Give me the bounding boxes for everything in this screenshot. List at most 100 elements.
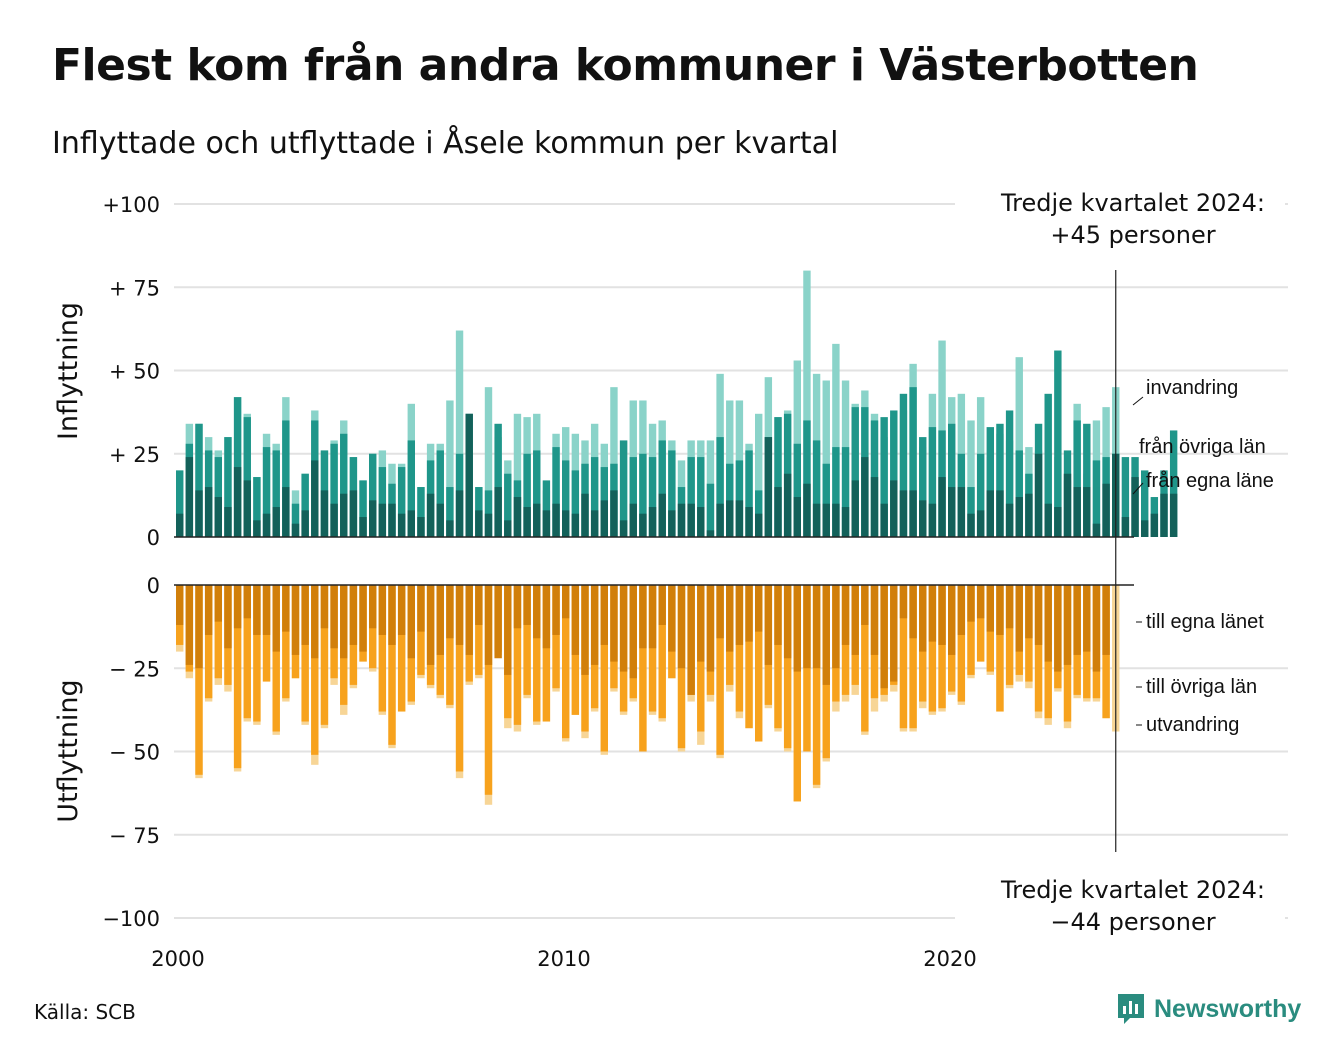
bar-in-other: [658, 440, 666, 537]
bar-in-own: [755, 513, 763, 537]
y-tick-label: − 50: [109, 741, 160, 765]
bar-in-other: [668, 450, 676, 537]
bar-in-own: [262, 513, 271, 537]
bar-out-own: [1015, 585, 1023, 652]
annotation-bg-bottom: [955, 872, 1285, 938]
bar-in-own: [282, 487, 290, 537]
bar-out-own: [465, 585, 473, 655]
source-note: Källa: SCB: [34, 1000, 136, 1024]
bar-in-own: [822, 503, 830, 537]
bar-in-other: [436, 450, 444, 537]
bar-in-imm: [455, 330, 464, 537]
bar-out-own: [1102, 585, 1110, 655]
bar-out-own: [716, 585, 724, 639]
label-leader: [1132, 396, 1144, 406]
bar-in-own: [803, 483, 811, 537]
bar-in-own: [484, 513, 493, 537]
bar-in-own: [455, 490, 464, 537]
bar-in-own: [600, 500, 608, 537]
bar-out-other: [233, 585, 242, 769]
bar-in-own: [812, 503, 821, 537]
brand-logo: Newsworthy: [1116, 992, 1301, 1026]
annotation-top-line1: Tredje kvartalet 2024:: [1000, 189, 1265, 217]
bar-out-own: [185, 585, 194, 665]
bar-out-own: [841, 585, 850, 645]
bar-in-other: [648, 457, 657, 537]
bar-in-other: [1015, 450, 1023, 537]
bar-in-own: [697, 507, 705, 537]
bar-out-own: [1025, 585, 1033, 639]
bar-out-other: [783, 585, 792, 749]
bar-out-other: [861, 585, 869, 732]
bar-out-other: [967, 585, 975, 675]
bar-in-other: [272, 450, 280, 537]
bar-out-own: [195, 585, 203, 669]
bar-out-other: [214, 585, 222, 679]
bar-out-own: [745, 585, 753, 642]
annotation-bottom-value: −44 personer: [1050, 908, 1215, 936]
bar-in-other: [851, 407, 859, 537]
bar-in-other: [1044, 393, 1052, 537]
bar-in-own: [716, 503, 724, 537]
x-tick-label: 2000: [151, 947, 204, 971]
bar-in-other: [224, 437, 232, 537]
bar-in-own: [1054, 507, 1062, 537]
bar-out-other: [542, 585, 551, 722]
bar-in-imm: [513, 413, 522, 537]
bar-out-own: [533, 585, 541, 639]
bar-out-own: [957, 585, 966, 635]
bar-in-own: [552, 503, 560, 537]
bar-out-own: [755, 585, 763, 632]
bar-in-other: [706, 483, 715, 537]
bar-out-own: [1054, 585, 1062, 672]
bar-out-other: [1034, 585, 1043, 712]
bar-out-own: [726, 585, 734, 652]
bar-in-other: [417, 487, 425, 537]
bar-out-other: [446, 585, 454, 705]
bar-in-other: [832, 447, 840, 537]
bar-out-other: [552, 585, 560, 689]
bar-in-own: [1015, 497, 1023, 537]
bar-in-own: [928, 503, 937, 537]
bar-in-own: [436, 503, 444, 537]
bar-out-other: [272, 585, 280, 732]
bar-out-own: [282, 585, 290, 632]
bar-out-own: [484, 585, 493, 665]
bar-in-own: [349, 490, 358, 537]
bar-in-other: [639, 453, 647, 537]
bar-in-other: [552, 447, 560, 537]
bar-in-other: [571, 470, 580, 537]
bar-in-own: [841, 507, 850, 537]
bar-in-own: [658, 493, 666, 537]
bar-in-other: [976, 453, 985, 537]
bar-in-other: [262, 447, 271, 537]
bar-in-other: [1169, 430, 1178, 537]
bar-out-other: [475, 585, 483, 675]
bar-in-own: [195, 490, 203, 537]
bar-in-imm: [803, 270, 811, 537]
bar-out-own: [986, 585, 994, 632]
y-tick-label: + 50: [109, 360, 160, 384]
bar-in-own: [340, 493, 348, 537]
bar-out-own: [851, 585, 859, 655]
y-axis-title-top: Inflyttning: [53, 302, 84, 440]
bar-in-other: [446, 487, 454, 537]
bar-in-other: [890, 410, 898, 537]
bar-in-other: [340, 433, 348, 537]
bar-out-own: [648, 585, 657, 649]
bar-in-own: [1063, 473, 1072, 537]
bar-in-other: [1054, 350, 1062, 537]
bar-in-own: [706, 530, 715, 537]
bar-out-other: [774, 585, 782, 729]
bar-out-other: [793, 585, 801, 802]
bar-out-own: [832, 585, 840, 669]
bar-out-other: [253, 585, 261, 722]
bar-in-own: [475, 510, 483, 537]
bar-out-own: [176, 585, 184, 625]
bar-in-own: [494, 487, 502, 537]
bar-out-own: [407, 585, 415, 659]
bar-in-own: [214, 497, 222, 537]
bar-in-other: [407, 440, 415, 537]
bar-out-other: [320, 585, 329, 725]
bar-out-own: [629, 585, 637, 679]
